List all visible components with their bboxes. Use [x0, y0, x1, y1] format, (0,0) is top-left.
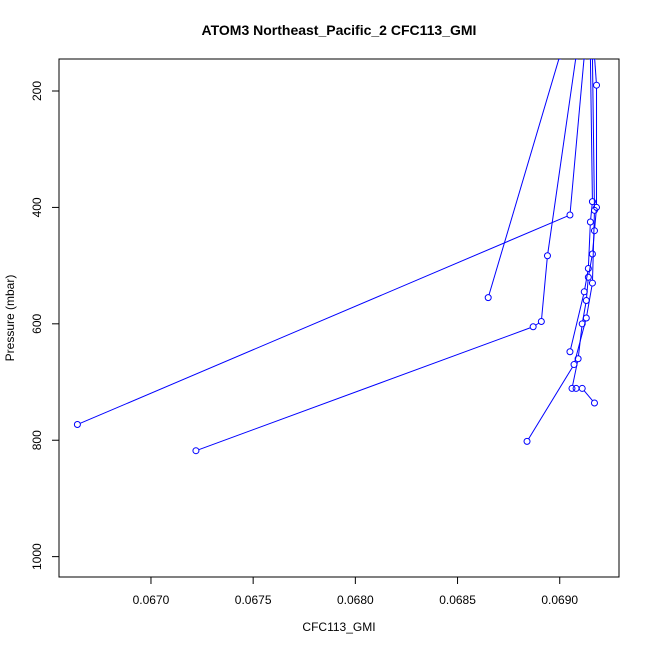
data-point: [566, 348, 574, 356]
data-point: [523, 437, 531, 445]
series-line-segment: [587, 224, 591, 266]
data-point: [484, 294, 492, 302]
y-tick-label: 600: [30, 313, 44, 333]
series-line-segment: [591, 59, 595, 208]
data-point: [588, 250, 596, 258]
x-tick-label: 0.0675: [235, 593, 272, 607]
data-point: [590, 59, 595, 60]
series-line-segment: [574, 320, 587, 362]
data-point: [537, 317, 545, 325]
x-tick-label: 0.0690: [541, 593, 578, 607]
y-axis: 200 400 600 800 1000: [30, 81, 59, 570]
data-point: [592, 59, 597, 60]
series-line-segment: [583, 390, 593, 402]
y-tick-label: 1000: [30, 543, 44, 570]
data-point: [572, 384, 580, 392]
data-point: [586, 218, 594, 226]
series-line-segment: [541, 258, 548, 319]
series-line-segment: [586, 285, 593, 316]
series-line-segment: [528, 366, 573, 440]
x-tick-label: 0.0680: [337, 593, 374, 607]
data-point: [578, 384, 586, 392]
series-line-segment: [535, 322, 540, 326]
series-line-segment: [79, 215, 568, 424]
plot-area-frame: [58, 58, 620, 578]
y-tick-label: 200: [30, 81, 44, 101]
series-line-segment: [570, 294, 585, 349]
series-line-segment: [584, 271, 589, 289]
data-point: [570, 361, 578, 369]
series-line-segment: [569, 59, 585, 213]
y-axis-label: Pressure (mbar): [3, 275, 17, 362]
chart-title: ATOM3 Northeast_Pacific_2 CFC113_GMI: [202, 22, 477, 38]
series-line-segment: [594, 59, 597, 83]
series-line-segment: [586, 280, 589, 298]
data-series: [73, 59, 601, 455]
data-point: [192, 447, 200, 455]
data-point: [582, 59, 587, 60]
data-point: [590, 206, 598, 214]
data-point: [557, 59, 562, 60]
x-tick-label: 0.0670: [133, 593, 170, 607]
data-point: [588, 59, 593, 60]
series-line-segment: [547, 59, 577, 253]
series-line-segment: [198, 327, 531, 451]
data-point: [529, 323, 537, 331]
data-point: [584, 273, 592, 281]
y-tick-label: 800: [30, 430, 44, 450]
data-point: [590, 399, 598, 407]
series-line-segment: [589, 59, 593, 199]
data-point: [574, 59, 579, 60]
data-point: [568, 384, 576, 392]
data-point: [593, 81, 601, 89]
data-point: [580, 288, 588, 296]
data-point: [588, 279, 596, 287]
data-point: [73, 421, 81, 429]
data-point: [582, 314, 590, 322]
x-tick-label: 0.0685: [439, 593, 476, 607]
data-point: [582, 297, 590, 305]
data-point: [590, 227, 598, 235]
data-point: [543, 252, 551, 260]
data-point: [584, 265, 592, 273]
x-axis: 0.0670 0.0675 0.0680 0.0685 0.0690: [133, 577, 578, 607]
y-tick-label: 400: [30, 197, 44, 217]
data-point: [566, 211, 574, 219]
series-line-segment: [592, 213, 595, 281]
series-line-segment: [488, 59, 560, 295]
x-axis-label: CFC113_GMI: [302, 620, 375, 634]
data-point: [588, 198, 596, 206]
